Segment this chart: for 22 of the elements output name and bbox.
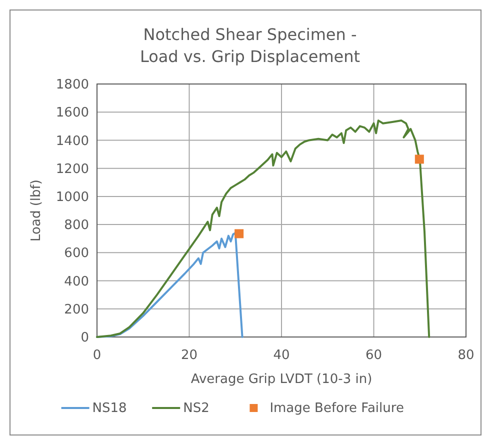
x-tick-label: 20 bbox=[180, 348, 198, 363]
x-tick-label: 0 bbox=[92, 348, 102, 363]
x-tick-label: 80 bbox=[458, 348, 474, 363]
y-tick-label: 0 bbox=[80, 330, 89, 346]
legend-label: NS18 bbox=[92, 401, 127, 416]
y-tick-label: 800 bbox=[64, 218, 89, 234]
y-tick-label: 1000 bbox=[56, 190, 89, 205]
x-tick-label: 40 bbox=[273, 348, 290, 363]
line-series bbox=[96, 120, 430, 338]
y-tick-label: 200 bbox=[64, 302, 89, 318]
y-axis-title: Load (lbf) bbox=[29, 180, 44, 242]
legend-label: NS2 bbox=[183, 401, 210, 416]
y-tick-label: 1800 bbox=[56, 78, 89, 93]
chart-title: Notched Shear Specimen - Load vs. Grip Displacement bbox=[140, 25, 360, 66]
y-tick-label: 400 bbox=[64, 274, 89, 290]
x-tick-label: 60 bbox=[365, 348, 382, 363]
x-axis-title: Average Grip LVDT (10-3 in) bbox=[190, 372, 372, 387]
y-tick-label: 1200 bbox=[56, 162, 89, 177]
y-tick-label: 1600 bbox=[56, 106, 89, 121]
y-tick-label: 1400 bbox=[56, 134, 89, 149]
legend-label: Image Before Failure bbox=[270, 401, 404, 416]
y-tick-label: 600 bbox=[64, 246, 89, 262]
